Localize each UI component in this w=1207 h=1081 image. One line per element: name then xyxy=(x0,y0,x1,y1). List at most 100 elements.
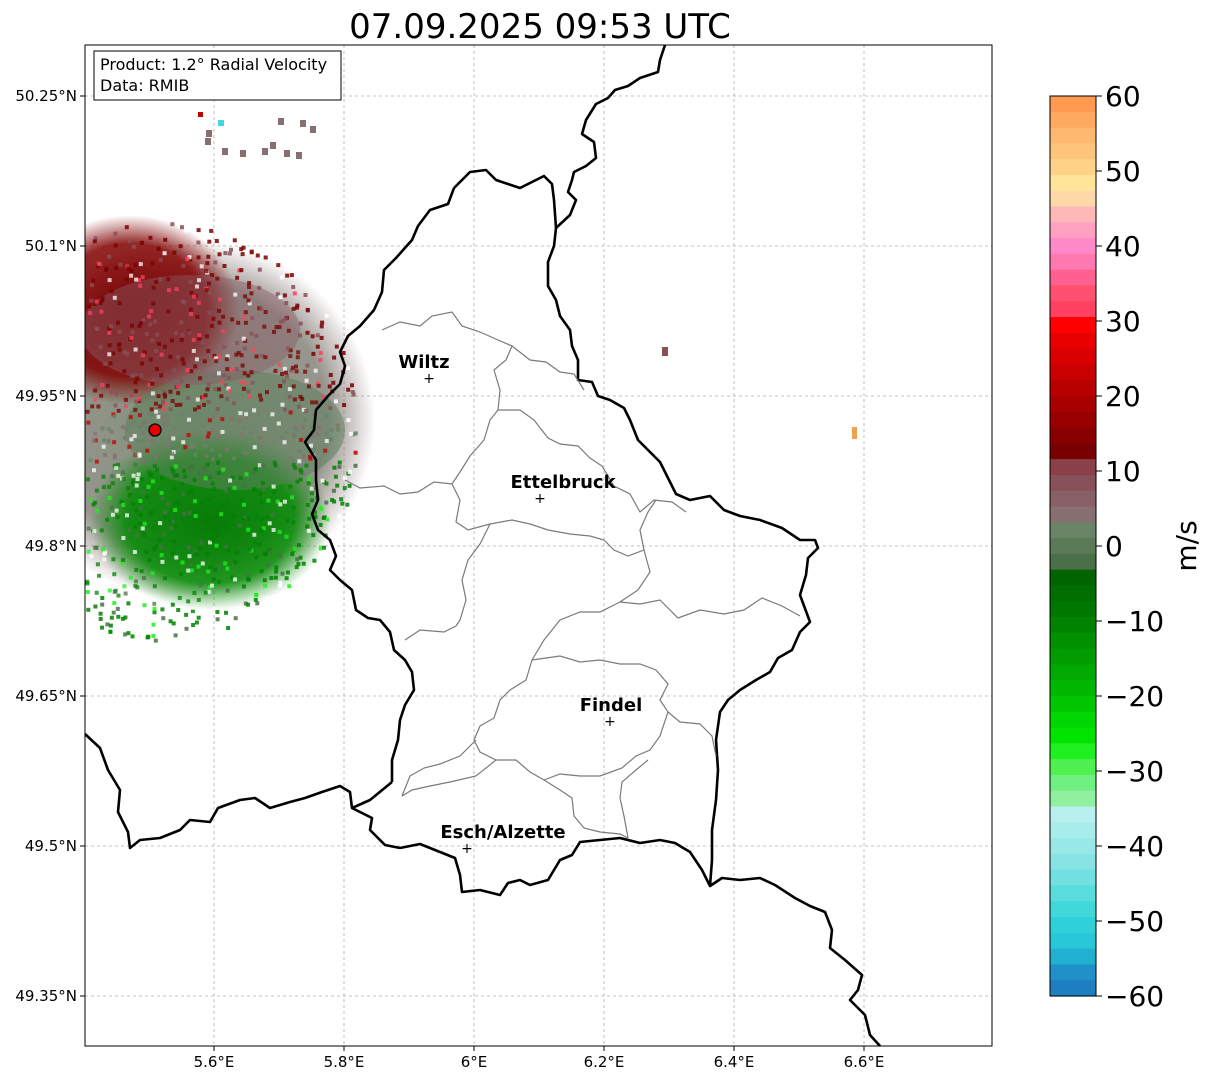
colorbar-band xyxy=(1050,443,1096,460)
lon-tick-label: 5.6°E xyxy=(194,1053,235,1071)
colorbar: 60 50 40 30 20 10 0 −10 −20 −30 −40 −50 −60 m/s xyxy=(1049,80,1203,1013)
colorbar-band xyxy=(1050,474,1096,492)
city-label-findel: Findel xyxy=(580,695,643,716)
colorbar-band xyxy=(1050,159,1096,176)
colorbar-band xyxy=(1050,285,1096,302)
colorbar-band xyxy=(1050,632,1096,650)
colorbar-band xyxy=(1050,601,1096,618)
colorbar-band xyxy=(1050,917,1096,934)
product-info-box: Product: 1.2° Radial Velocity Data: RMIB xyxy=(93,50,342,101)
colorbar-unit-label: m/s xyxy=(1170,520,1203,571)
colorbar-tick-label: 30 xyxy=(1105,305,1141,338)
colorbar-band xyxy=(1050,143,1096,160)
lat-tick-label: 49.65°N xyxy=(15,687,77,705)
lon-tick-label: 6°E xyxy=(461,1053,488,1071)
colorbar-band xyxy=(1050,411,1096,429)
colorbar-band xyxy=(1050,885,1096,902)
lon-tick-label: 6.6°E xyxy=(844,1053,885,1071)
colorbar-band xyxy=(1050,727,1096,744)
data-source-label: Data: RMIB xyxy=(100,76,189,95)
lat-tick-label: 50.25°N xyxy=(15,87,77,105)
city-markers: Wiltz + Ettelbruck + Findel + Esch/Alzet… xyxy=(398,352,642,857)
colorbar-tick-label: 50 xyxy=(1105,155,1141,188)
colorbar-band xyxy=(1050,822,1096,839)
lon-tick-label: 6.2°E xyxy=(584,1053,625,1071)
colorbar-band xyxy=(1050,838,1096,855)
lat-tick-label: 49.5°N xyxy=(25,837,77,855)
lat-tick-label: 49.95°N xyxy=(15,387,77,405)
city-wiltz: Wiltz + xyxy=(398,352,449,387)
city-marker-findel: + xyxy=(604,714,616,730)
latitude-ticks: 50.25°N 50.1°N 49.95°N 49.8°N 49.65°N 49… xyxy=(15,87,85,1005)
colorbar-band xyxy=(1050,111,1096,129)
colorbar-tick-label: 10 xyxy=(1105,455,1141,488)
colorbar-band xyxy=(1050,332,1096,350)
colorbar-band xyxy=(1050,538,1096,555)
colorbar-tick-label: −50 xyxy=(1105,905,1164,938)
colorbar-tick-label: −10 xyxy=(1105,605,1164,638)
radar-echo-field xyxy=(85,112,857,643)
colorbar-band xyxy=(1050,269,1096,287)
colorbar-tick-label: −30 xyxy=(1105,755,1164,788)
colorbar-band xyxy=(1050,932,1096,950)
colorbar-band xyxy=(1050,396,1096,413)
colorbar-band xyxy=(1050,585,1096,602)
colorbar-band xyxy=(1050,427,1096,444)
colorbar-band xyxy=(1050,127,1096,144)
colorbar-bands xyxy=(1050,96,1096,997)
colorbar-band xyxy=(1050,301,1096,318)
lon-tick-label: 5.8°E xyxy=(324,1053,365,1071)
colorbar-band xyxy=(1050,696,1096,713)
country-borders xyxy=(84,44,881,1047)
radar-site-marker xyxy=(148,423,162,437)
colorbar-band xyxy=(1050,790,1096,808)
city-label-ettelbruck: Ettelbruck xyxy=(510,472,616,493)
city-marker-esch-alzette: + xyxy=(461,841,473,857)
city-marker-ettelbruck: + xyxy=(534,491,546,507)
colorbar-band xyxy=(1050,522,1096,539)
city-findel: Findel + xyxy=(580,695,643,730)
colorbar-ticks: 60 50 40 30 20 10 0 −10 −20 −30 −40 −50 −60 xyxy=(1096,80,1164,1013)
colorbar-tick-label: −40 xyxy=(1105,830,1164,863)
colorbar-tick-label: 40 xyxy=(1105,230,1141,263)
colorbar-tick-label: −60 xyxy=(1105,980,1164,1013)
colorbar-tick-label: −20 xyxy=(1105,680,1164,713)
colorbar-band xyxy=(1050,617,1096,634)
colorbar-band xyxy=(1050,648,1096,666)
colorbar-band xyxy=(1050,317,1096,334)
colorbar-band xyxy=(1050,348,1096,366)
colorbar-band xyxy=(1050,190,1096,208)
colorbar-band xyxy=(1050,901,1096,918)
lon-tick-label: 6.4°E xyxy=(714,1053,755,1071)
colorbar-band xyxy=(1050,459,1096,476)
longitude-ticks: 5.6°E 5.8°E 6°E 6.2°E 6.4°E 6.6°E xyxy=(194,1046,885,1071)
colorbar-band xyxy=(1050,206,1096,223)
colorbar-band xyxy=(1050,222,1096,239)
city-label-wiltz: Wiltz xyxy=(398,352,449,373)
colorbar-band xyxy=(1050,759,1096,776)
colorbar-band xyxy=(1050,569,1096,587)
colorbar-band xyxy=(1050,806,1096,823)
lat-tick-label: 49.8°N xyxy=(25,537,77,555)
colorbar-band xyxy=(1050,948,1096,966)
lat-tick-label: 49.35°N xyxy=(15,987,77,1005)
city-marker-wiltz: + xyxy=(423,371,435,387)
colorbar-band xyxy=(1050,364,1096,381)
colorbar-band xyxy=(1050,853,1096,871)
city-label-esch-alzette: Esch/Alzette xyxy=(440,822,565,843)
canton-borders xyxy=(344,311,801,839)
product-label: Product: 1.2° Radial Velocity xyxy=(100,55,327,74)
colorbar-band xyxy=(1050,506,1096,523)
colorbar-tick-label: 0 xyxy=(1105,530,1123,563)
colorbar-band xyxy=(1050,743,1096,760)
colorbar-band xyxy=(1050,774,1096,792)
colorbar-band xyxy=(1050,96,1096,113)
colorbar-band xyxy=(1050,980,1096,997)
colorbar-band xyxy=(1050,253,1096,271)
lat-tick-label: 50.1°N xyxy=(25,237,77,255)
colorbar-band xyxy=(1050,664,1096,681)
colorbar-tick-label: 60 xyxy=(1105,80,1141,113)
colorbar-band xyxy=(1050,238,1096,255)
city-esch-alzette: Esch/Alzette + xyxy=(440,822,565,857)
